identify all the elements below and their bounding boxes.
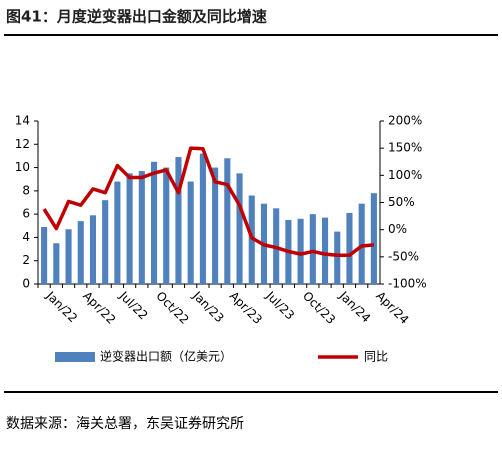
x-tick-label: Jan/22 xyxy=(43,288,80,325)
y2-tick-label: 50% xyxy=(388,195,415,209)
y2-tick-label: -50% xyxy=(388,249,419,263)
y2-tick-label: 100% xyxy=(388,168,422,182)
bar xyxy=(370,193,377,284)
y-tick-label: 10 xyxy=(15,160,30,174)
x-tick-label: Apr/23 xyxy=(227,289,265,327)
x-tick-label: Jan/24 xyxy=(336,288,373,325)
y-tick-label: 6 xyxy=(22,207,30,221)
bar xyxy=(187,181,194,284)
bar xyxy=(199,153,206,284)
bar xyxy=(126,173,133,284)
bar xyxy=(114,181,121,284)
legend-label: 逆变器出口额（亿美元） xyxy=(100,349,232,364)
x-tick-label: Oct/22 xyxy=(153,289,191,327)
y2-tick-label: 200% xyxy=(388,114,422,128)
x-tick-label: Apr/22 xyxy=(80,289,118,327)
bar xyxy=(163,167,170,284)
y2-tick-label: 0% xyxy=(388,222,407,236)
bar xyxy=(358,203,365,284)
line xyxy=(42,146,375,257)
y-tick-label: 8 xyxy=(22,183,30,197)
x-tick-label: Jul/22 xyxy=(116,288,151,323)
bar xyxy=(77,221,84,284)
bar xyxy=(41,226,48,284)
x-tick-label: Apr/24 xyxy=(373,289,411,327)
x-tick-label: Jul/23 xyxy=(263,288,298,323)
y-tick-label: 14 xyxy=(15,114,30,128)
bar xyxy=(175,157,182,284)
legend-label: 同比 xyxy=(364,350,388,364)
source: 数据来源：海关总署，东吴证券研究所 xyxy=(6,416,244,432)
y2-tick-label: 150% xyxy=(388,141,422,155)
bar xyxy=(89,215,97,284)
y-tick-label: 0 xyxy=(22,277,30,291)
y-tick-label: 12 xyxy=(15,137,30,151)
bar xyxy=(321,217,329,284)
bar xyxy=(297,218,304,284)
y-tick-label: 4 xyxy=(22,230,30,244)
legend-swatch xyxy=(55,352,95,362)
bar xyxy=(150,161,158,284)
y2-tick-label: -100% xyxy=(388,277,427,291)
bar xyxy=(102,200,109,284)
x-tick-label: Oct/23 xyxy=(300,289,338,327)
bar xyxy=(309,214,316,284)
bar xyxy=(334,231,341,284)
y-tick-label: 2 xyxy=(22,253,30,267)
bar xyxy=(346,212,353,284)
bar xyxy=(138,171,145,284)
bar xyxy=(224,158,231,284)
bar xyxy=(53,243,60,284)
chart-title: 图41：月度逆变器出口金额及同比增速 xyxy=(6,8,267,26)
bar xyxy=(65,229,72,284)
x-tick-label: Jan/23 xyxy=(189,288,226,325)
bar xyxy=(212,167,219,284)
bar xyxy=(236,173,243,284)
